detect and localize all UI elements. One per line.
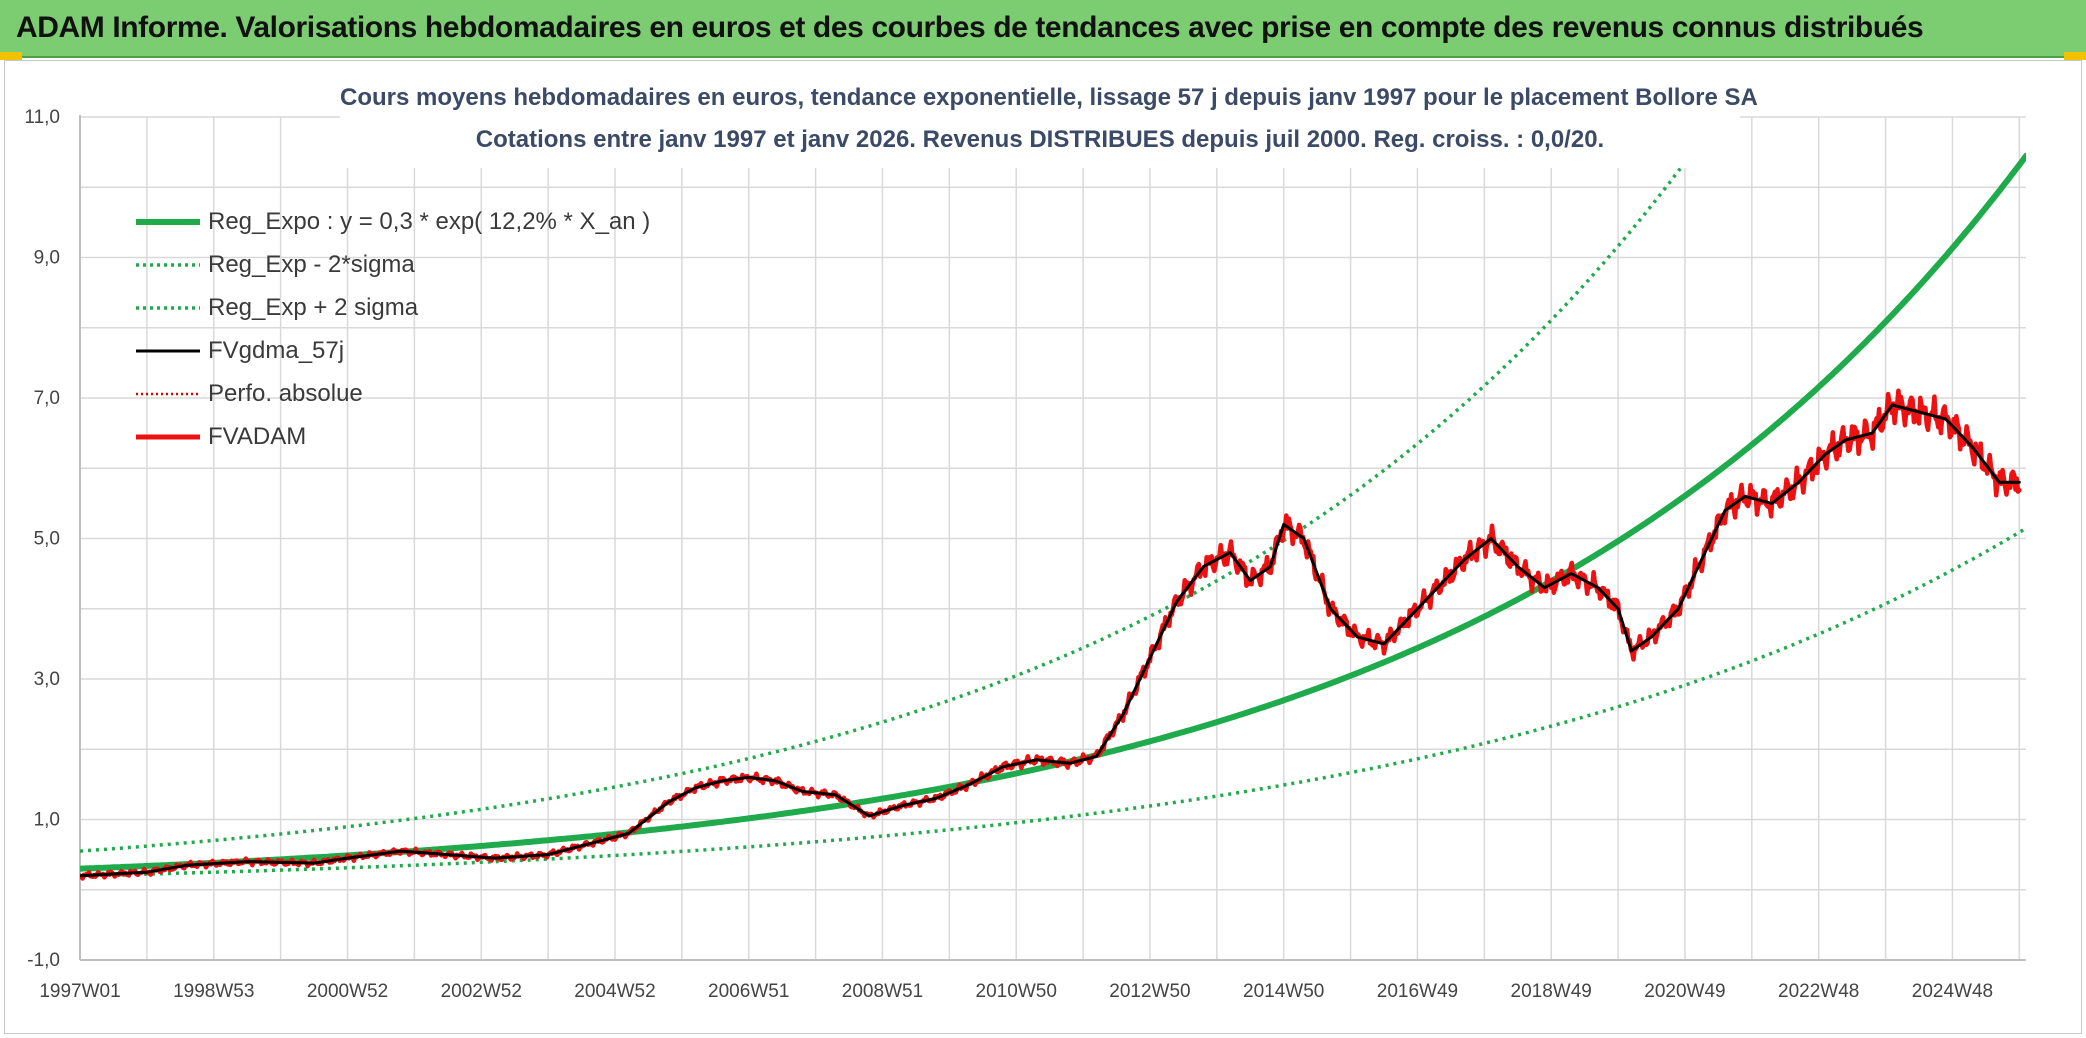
page-title: ADAM Informe. Valorisations hebdomadaire… bbox=[16, 11, 1924, 44]
x-tick-label: 2020W49 bbox=[1644, 981, 1725, 1002]
series-line-1 bbox=[80, 526, 2026, 878]
legend-label-fvgdma: FVgdma_57j bbox=[208, 336, 345, 364]
y-tick-label: 7,0 bbox=[34, 388, 60, 409]
x-tick-label: 2018W49 bbox=[1511, 981, 1592, 1002]
legend-label-fvadam: FVADAM bbox=[208, 422, 307, 450]
x-tick-label: 1998W53 bbox=[173, 981, 254, 1002]
header-accent-left bbox=[0, 52, 22, 60]
x-tick-label: 2008W51 bbox=[842, 981, 923, 1002]
chart-subtitle: Cotations entre janv 1997 et janv 2026. … bbox=[475, 126, 1605, 153]
x-tick-label: 2024W48 bbox=[1912, 981, 1993, 1002]
legend-item-reg-exp-minus: Reg_Exp - 2*sigma bbox=[136, 243, 696, 286]
legend-swatch-reg-expo bbox=[136, 218, 200, 225]
legend-item-fvadam: FVADAM bbox=[136, 415, 696, 458]
x-tick-label: 2022W48 bbox=[1778, 981, 1859, 1002]
x-tick-label: 2014W50 bbox=[1243, 981, 1324, 1002]
y-tick-label: 3,0 bbox=[34, 669, 60, 690]
series-line-3 bbox=[80, 403, 2021, 878]
legend-item-reg-expo: Reg_Expo : y = 0,3 * exp( 12,2% * X_an ) bbox=[136, 200, 696, 243]
y-tick-label: 5,0 bbox=[34, 529, 60, 550]
chart-legend: Reg_Expo : y = 0,3 * exp( 12,2% * X_an )… bbox=[136, 200, 696, 458]
chart-title: Cours moyens hebdomadaires en euros, ten… bbox=[340, 84, 1758, 111]
header-bar bbox=[0, 0, 2086, 58]
legend-swatch-reg-exp-plus bbox=[136, 305, 200, 310]
legend-label-reg-exp-plus: Reg_Exp + 2 sigma bbox=[208, 293, 419, 321]
legend-item-perfo: Perfo. absolue bbox=[136, 372, 696, 415]
legend-swatch-reg-exp-minus bbox=[136, 262, 200, 267]
grid-layer bbox=[79, 116, 2026, 961]
legend-label-reg-expo: Reg_Expo : y = 0,3 * exp( 12,2% * X_an ) bbox=[208, 207, 651, 235]
x-tick-label: 2002W52 bbox=[441, 981, 522, 1002]
x-tick-label: 2006W51 bbox=[708, 981, 789, 1002]
y-tick-label: 9,0 bbox=[34, 248, 60, 269]
legend-swatch-perfo bbox=[136, 392, 200, 395]
series-layer bbox=[80, 117, 2026, 881]
x-tick-label: 2012W50 bbox=[1109, 981, 1190, 1002]
axis-layer: -1,0 1,0 3,0 5,0 7,0 9,0 11,0 1997W01 1998W53 200… bbox=[24, 107, 2026, 1002]
x-tick-label: 2010W50 bbox=[976, 981, 1057, 1002]
y-tick-label: 11,0 bbox=[24, 107, 60, 128]
x-tick-label: 1997W01 bbox=[39, 981, 120, 1002]
x-tick-label: 2000W52 bbox=[307, 981, 388, 1002]
chart-area-border bbox=[4, 60, 2082, 1034]
legend-label-reg-exp-minus: Reg_Exp - 2*sigma bbox=[208, 250, 415, 278]
legend-label-perfo: Perfo. absolue bbox=[208, 379, 363, 407]
legend-item-reg-exp-plus: Reg_Exp + 2 sigma bbox=[136, 286, 696, 329]
header-accent-right bbox=[2064, 52, 2086, 60]
x-tick-label: 2016W49 bbox=[1377, 981, 1458, 1002]
y-tick-label: 1,0 bbox=[34, 810, 60, 831]
legend-swatch-fvadam bbox=[136, 434, 200, 439]
legend-swatch-fvgdma bbox=[136, 349, 200, 352]
x-tick-label: 2004W52 bbox=[574, 981, 655, 1002]
y-tick-label: -1,0 bbox=[27, 950, 60, 971]
legend-item-fvgdma: FVgdma_57j bbox=[136, 329, 696, 372]
chart-title-box: Cours moyens hebdomadaires en euros, ten… bbox=[340, 78, 1758, 168]
